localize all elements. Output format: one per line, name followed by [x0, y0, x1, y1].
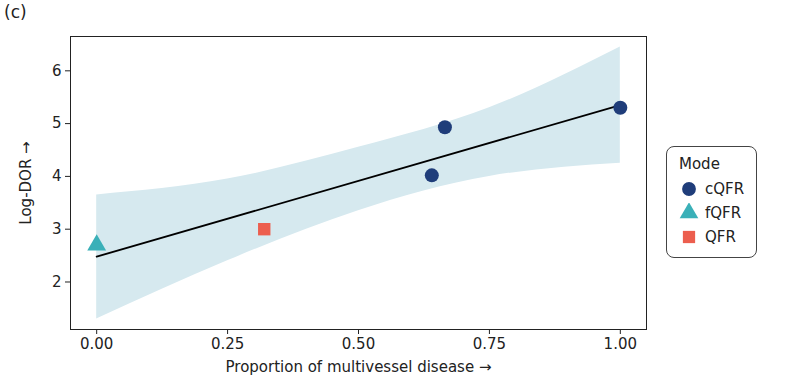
svg-text:0.50: 0.50 [342, 335, 375, 353]
html-text:QFR: QFR [705, 227, 736, 246]
svg-text:0.25: 0.25 [211, 335, 244, 353]
svg-text:0.00: 0.00 [80, 335, 113, 353]
svg-text:3: 3 [52, 220, 62, 238]
svg-text:2: 2 [52, 273, 62, 291]
html-text:(c): (c) [4, 2, 27, 22]
svg-text:5: 5 [52, 114, 62, 132]
svg-text:1.00: 1.00 [604, 335, 637, 353]
svg-text:Log-DOR →: Log-DOR → [17, 141, 35, 224]
svg-text:4: 4 [52, 167, 62, 185]
svg-text:0.75: 0.75 [473, 335, 506, 353]
svg-text:Proportion of multivessel dise: Proportion of multivessel disease → [226, 358, 492, 376]
svg-text:6: 6 [52, 62, 62, 80]
html-text:Mode: Mode [679, 154, 720, 173]
html-text:cQFR: cQFR [705, 179, 745, 198]
html-text:fQFR: fQFR [705, 203, 742, 222]
